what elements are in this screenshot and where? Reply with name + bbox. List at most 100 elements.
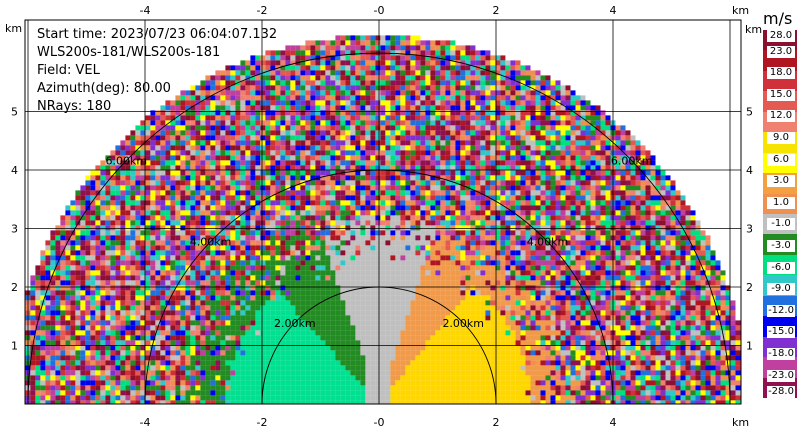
velocity-cell [100, 270, 106, 276]
velocity-cell [340, 235, 346, 241]
velocity-cell [80, 235, 86, 241]
velocity-cell [625, 160, 631, 166]
velocity-cell [305, 250, 311, 256]
velocity-cell [165, 145, 171, 151]
velocity-cell [280, 225, 286, 231]
velocity-cell [470, 100, 476, 106]
velocity-cell [350, 140, 356, 146]
velocity-cell [225, 80, 231, 86]
velocity-cell [340, 260, 346, 266]
velocity-cell [205, 240, 211, 246]
velocity-cell [335, 60, 341, 66]
velocity-cell [350, 240, 356, 246]
velocity-cell [405, 230, 411, 236]
velocity-cell [490, 235, 496, 241]
velocity-cell [420, 245, 426, 251]
velocity-cell [545, 175, 551, 181]
velocity-cell [600, 205, 606, 211]
velocity-cell [320, 135, 326, 141]
velocity-cell [205, 265, 211, 271]
velocity-cell [345, 245, 351, 251]
velocity-cell [460, 210, 466, 216]
velocity-cell [285, 180, 291, 186]
velocity-cell [705, 245, 711, 251]
velocity-cell [90, 205, 96, 211]
velocity-cell [475, 100, 481, 106]
velocity-cell [465, 70, 471, 76]
velocity-cell [185, 230, 191, 236]
velocity-cell [230, 95, 236, 101]
velocity-cell [285, 125, 291, 131]
velocity-cell [175, 115, 181, 121]
velocity-cell [95, 180, 101, 186]
velocity-cell [715, 270, 721, 276]
velocity-cell [375, 135, 381, 141]
velocity-cell [505, 270, 511, 276]
velocity-cell [455, 155, 461, 161]
velocity-cell [360, 155, 366, 161]
velocity-cell [480, 65, 486, 71]
velocity-cell [535, 255, 541, 261]
velocity-cell [105, 155, 111, 161]
velocity-cell [585, 235, 591, 241]
velocity-cell [595, 260, 601, 266]
velocity-cell [345, 235, 351, 241]
velocity-cell [80, 190, 86, 196]
velocity-cell [120, 170, 126, 176]
velocity-cell [480, 125, 486, 131]
velocity-cell [425, 105, 431, 111]
velocity-cell [575, 215, 581, 221]
velocity-cell [380, 225, 386, 231]
velocity-cell [240, 115, 246, 121]
velocity-cell [280, 95, 286, 101]
velocity-cell [445, 90, 451, 96]
velocity-cell [360, 100, 366, 106]
velocity-cell [430, 130, 436, 136]
velocity-cell [555, 120, 561, 126]
velocity-cell [500, 245, 506, 251]
velocity-cell [415, 95, 421, 101]
velocity-cell [180, 105, 186, 111]
velocity-cell [690, 260, 696, 266]
velocity-cell [105, 230, 111, 236]
velocity-cell [465, 220, 471, 226]
velocity-cell [545, 110, 551, 116]
velocity-cell [580, 105, 586, 111]
velocity-cell [435, 100, 441, 106]
velocity-cell [415, 120, 421, 126]
velocity-cell [220, 95, 226, 101]
velocity-cell [560, 145, 566, 151]
velocity-cell [510, 205, 516, 211]
velocity-cell [660, 200, 666, 206]
velocity-cell [560, 270, 566, 276]
velocity-cell [515, 120, 521, 126]
velocity-cell [555, 260, 561, 266]
velocity-cell [280, 115, 286, 121]
velocity-cell [630, 165, 636, 171]
velocity-cell [235, 110, 241, 116]
velocity-cell [465, 270, 471, 276]
velocity-cell [510, 65, 516, 71]
velocity-cell [120, 280, 126, 286]
velocity-cell [560, 130, 566, 136]
velocity-cell [580, 170, 586, 176]
velocity-cell [650, 165, 656, 171]
velocity-cell [380, 55, 386, 61]
velocity-cell [270, 140, 276, 146]
velocity-cell [260, 65, 266, 71]
velocity-cell [450, 145, 456, 151]
velocity-cell [625, 210, 631, 216]
velocity-cell [210, 150, 216, 156]
velocity-cell [385, 105, 391, 111]
velocity-cell [560, 170, 566, 176]
velocity-cell [340, 175, 346, 181]
velocity-cell [330, 55, 336, 61]
velocity-cell [340, 220, 346, 226]
velocity-cell [495, 210, 501, 216]
velocity-cell [400, 75, 406, 81]
velocity-cell [185, 215, 191, 221]
velocity-cell [485, 140, 491, 146]
velocity-cell [155, 180, 161, 186]
velocity-cell [480, 150, 486, 156]
velocity-cell [550, 230, 556, 236]
